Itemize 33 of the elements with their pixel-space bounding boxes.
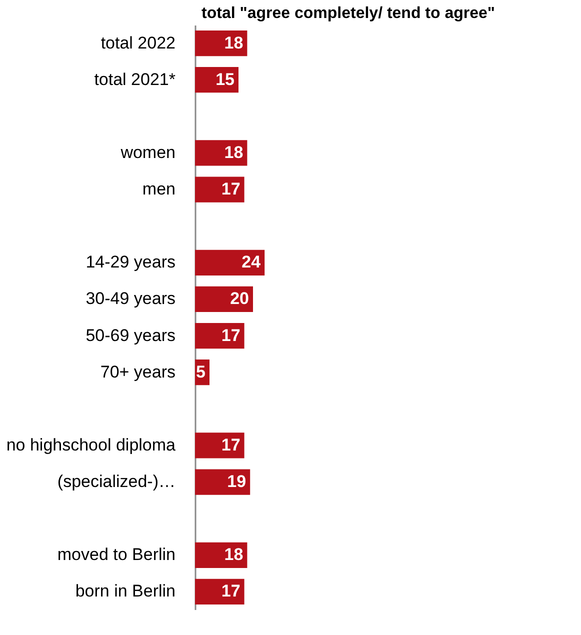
data-label: 24 xyxy=(242,252,262,272)
y-tick-label: men xyxy=(142,180,176,199)
bar xyxy=(195,286,253,312)
data-label: 18 xyxy=(224,33,244,52)
data-label: 17 xyxy=(221,180,240,199)
data-label: 19 xyxy=(227,472,246,492)
y-tick-label: 14-29 years xyxy=(86,252,176,272)
y-tick-label: 70+ years xyxy=(100,362,176,382)
y-tick-label: moved to Berlin xyxy=(57,545,176,564)
data-label: 17 xyxy=(221,326,240,345)
y-tick-label: women xyxy=(120,142,176,162)
bar xyxy=(195,140,248,166)
y-tick-label: born in Berlin xyxy=(75,582,176,601)
bar xyxy=(195,250,265,276)
bar xyxy=(195,469,250,495)
data-label: 15 xyxy=(216,70,234,89)
bar xyxy=(195,322,244,349)
y-tick-label: no highschool diploma xyxy=(6,435,176,454)
data-label: 5 xyxy=(196,362,206,382)
bar xyxy=(195,432,244,458)
data-label: 18 xyxy=(224,545,244,564)
y-tick-label: (specialized-)… xyxy=(57,472,176,492)
y-tick-label: total 2022 xyxy=(100,33,176,52)
y-tick-label: total 2021* xyxy=(94,70,176,89)
bar xyxy=(195,578,244,605)
data-label: 17 xyxy=(221,435,240,454)
y-tick-label: 50-69 years xyxy=(86,326,176,345)
bar xyxy=(195,176,244,202)
y-tick-label: 30-49 years xyxy=(86,289,176,308)
data-label: 18 xyxy=(224,142,244,162)
text: total "agree completely/ tend to agree" xyxy=(202,5,495,22)
data-label: 17 xyxy=(221,582,240,601)
data-label: 20 xyxy=(230,289,249,308)
